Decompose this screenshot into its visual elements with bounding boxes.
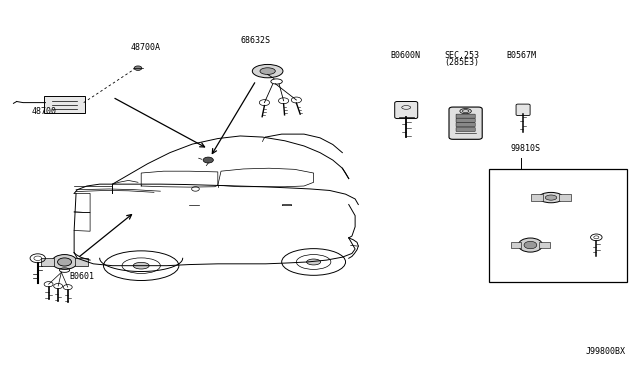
Text: (285E3): (285E3) [445, 58, 479, 67]
Ellipse shape [539, 192, 563, 203]
Ellipse shape [252, 64, 283, 78]
Circle shape [134, 66, 142, 70]
Text: SEC.253: SEC.253 [445, 51, 479, 60]
Ellipse shape [460, 109, 471, 114]
Text: B0567M: B0567M [506, 51, 536, 60]
FancyBboxPatch shape [516, 104, 530, 116]
Text: 48700A: 48700A [131, 43, 161, 52]
FancyBboxPatch shape [511, 242, 522, 248]
FancyBboxPatch shape [531, 194, 543, 201]
Text: B0600N: B0600N [390, 51, 420, 60]
FancyBboxPatch shape [456, 118, 475, 122]
Circle shape [203, 157, 213, 163]
Ellipse shape [307, 259, 321, 265]
Text: 68632S: 68632S [241, 36, 271, 45]
FancyBboxPatch shape [456, 128, 475, 132]
FancyBboxPatch shape [489, 169, 627, 282]
Text: 48700: 48700 [31, 108, 56, 116]
Ellipse shape [524, 241, 537, 249]
Ellipse shape [58, 258, 72, 266]
FancyBboxPatch shape [456, 123, 475, 127]
Ellipse shape [518, 238, 543, 252]
FancyBboxPatch shape [540, 242, 550, 248]
FancyBboxPatch shape [559, 194, 571, 201]
FancyBboxPatch shape [395, 102, 418, 119]
Text: B0601: B0601 [70, 272, 95, 281]
Ellipse shape [133, 262, 149, 269]
Ellipse shape [260, 68, 275, 74]
Ellipse shape [545, 195, 557, 200]
FancyBboxPatch shape [44, 96, 85, 113]
Ellipse shape [52, 254, 77, 269]
Text: J99800BX: J99800BX [585, 347, 625, 356]
Text: 99810S: 99810S [510, 144, 540, 153]
FancyBboxPatch shape [456, 114, 475, 118]
FancyBboxPatch shape [41, 258, 54, 266]
FancyBboxPatch shape [449, 107, 482, 139]
FancyBboxPatch shape [76, 258, 88, 266]
